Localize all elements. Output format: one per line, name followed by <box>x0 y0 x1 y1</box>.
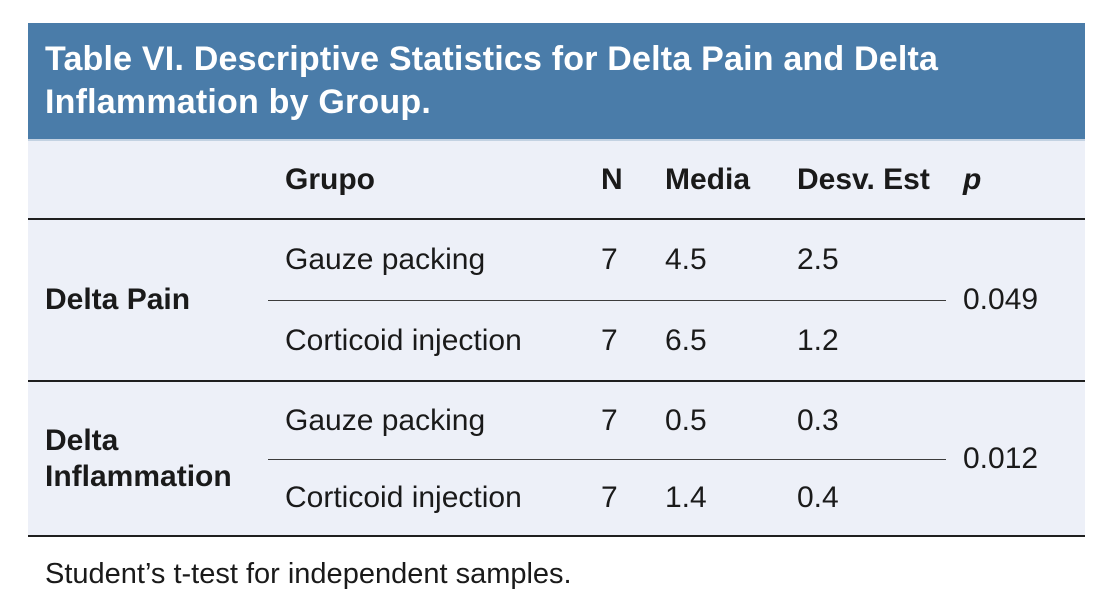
column-header-grupo: Grupo <box>268 141 584 220</box>
column-header-n: N <box>584 141 648 220</box>
cell-desv-est: 0.3 <box>780 382 946 460</box>
row-label-delta-inflammation: Delta Inflammation <box>28 382 268 537</box>
table-card: Table VI. Descriptive Statistics for Del… <box>28 23 1085 537</box>
cell-grupo: Gauze packing <box>268 382 584 460</box>
cell-p-value: 0.049 <box>946 220 1085 382</box>
cell-n: 7 <box>584 382 648 460</box>
cell-grupo: Corticoid injection <box>268 301 584 382</box>
cell-media: 0.5 <box>648 382 780 460</box>
table-footnote: Student’s t-test for independent samples… <box>45 558 572 590</box>
cell-desv-est: 1.2 <box>780 301 946 382</box>
cell-p-value: 0.012 <box>946 382 1085 537</box>
cell-media: 6.5 <box>648 301 780 382</box>
table-title: Table VI. Descriptive Statistics for Del… <box>45 40 939 121</box>
row-label-delta-pain: Delta Pain <box>28 220 268 382</box>
column-header-media: Media <box>648 141 780 220</box>
cell-n: 7 <box>584 220 648 301</box>
table-title-bar: Table VI. Descriptive Statistics for Del… <box>28 23 1085 141</box>
table-grid: Grupo N Media Desv. Est p Delta Pain Gau… <box>28 141 1085 537</box>
cell-n: 7 <box>584 460 648 537</box>
cell-grupo: Corticoid injection <box>268 460 584 537</box>
cell-grupo: Gauze packing <box>268 220 584 301</box>
cell-media: 1.4 <box>648 460 780 537</box>
column-header-p: p <box>946 141 1085 220</box>
cell-n: 7 <box>584 301 648 382</box>
cell-media: 4.5 <box>648 220 780 301</box>
column-header-empty <box>28 141 268 220</box>
cell-desv-est: 0.4 <box>780 460 946 537</box>
cell-desv-est: 2.5 <box>780 220 946 301</box>
column-header-desv-est: Desv. Est <box>780 141 946 220</box>
